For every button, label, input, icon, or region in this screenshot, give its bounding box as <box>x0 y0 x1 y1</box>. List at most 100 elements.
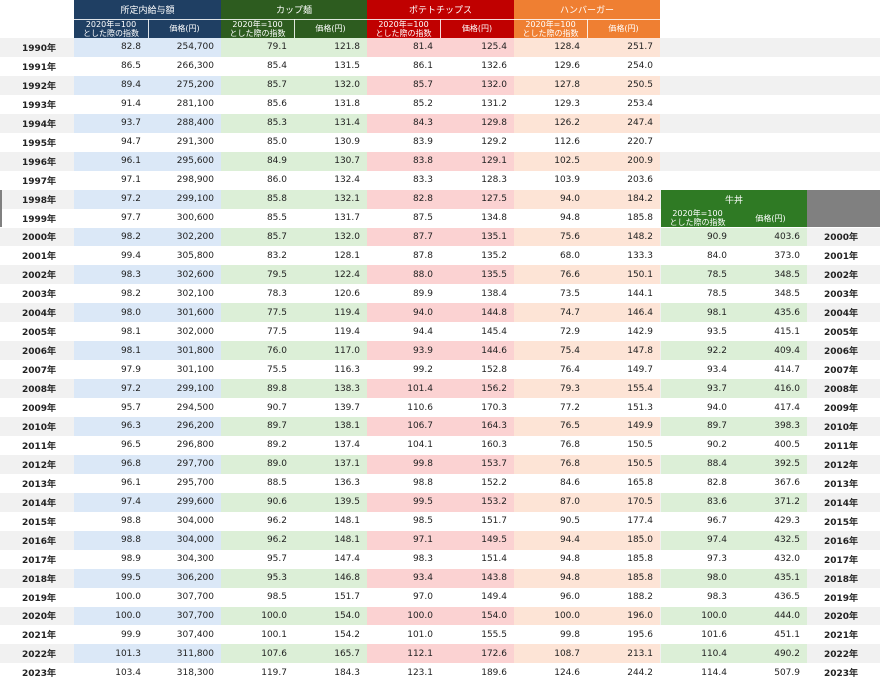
year-label: 2000年 <box>22 233 57 244</box>
salary-index-cell: 98.2 <box>120 288 141 299</box>
chips-index-cell: 85.7 <box>367 75 440 95</box>
gyudon-price-cell: 414.7 <box>774 364 800 375</box>
cup-index-cell: 79.1 <box>221 38 294 57</box>
burger-index-cell: 68.0 <box>559 250 580 261</box>
gyudon-index-cell: 93.5 <box>706 326 727 337</box>
burger-price-cell: 200.9 <box>587 151 660 171</box>
cup-index-cell: 85.0 <box>266 137 287 148</box>
gyudon-price-cell: 507.9 <box>774 667 800 678</box>
chips-price-cell: 129.8 <box>440 113 514 133</box>
chips-index-cell: 85.2 <box>412 99 433 110</box>
gyudon-price-cell: 435.6 <box>734 303 807 323</box>
burger-index-cell: 100.0 <box>514 606 587 626</box>
header-divider <box>221 19 367 20</box>
year-label: 1997年 <box>22 176 57 187</box>
salary-index-cell: 98.0 <box>74 303 148 323</box>
cup-price-cell: 119.4 <box>334 326 360 337</box>
table-row <box>0 587 880 607</box>
year-label: 1996年 <box>22 157 57 168</box>
salary-index-cell: 96.3 <box>74 417 148 436</box>
burger-price-cell: 196.0 <box>587 606 660 626</box>
chips-price-cell: 135.5 <box>440 265 514 285</box>
gyudon-index-cell: 92.2 <box>661 341 734 361</box>
salary-index-cell: 98.1 <box>74 341 148 361</box>
gyudon-price-cell: 398.3 <box>734 417 807 436</box>
burger-index-cell: 76.4 <box>559 364 580 375</box>
salary-index-cell: 94.7 <box>120 137 141 148</box>
table-row <box>0 94 880 114</box>
cup-index-cell: 89.8 <box>221 379 294 399</box>
chips-index-cell: 94.4 <box>412 326 433 337</box>
salary-index-cell: 98.1 <box>120 326 141 337</box>
header-filler <box>807 189 880 228</box>
salary-price-cell: 302,200 <box>148 227 221 247</box>
gyudon-price-cell: 373.0 <box>774 250 800 261</box>
cup-price-cell: 184.3 <box>334 667 360 678</box>
gyudon-index-cell: 100.0 <box>661 606 734 626</box>
salary-price-cell: 299,100 <box>148 189 221 209</box>
salary-index-cell: 95.7 <box>120 402 141 413</box>
salary-price-cell: 281,100 <box>176 99 214 110</box>
salary-index-cell: 98.8 <box>74 530 148 550</box>
cup-price-cell: 128.1 <box>334 250 360 261</box>
chips-price-cell: 129.2 <box>481 137 507 148</box>
chips-price-cell: 135.1 <box>440 227 514 247</box>
burger-index-cell: 103.9 <box>554 175 580 186</box>
gyudon-price-cell: 400.5 <box>774 440 800 451</box>
year-label: 2010年 <box>22 422 57 433</box>
cup-index-cell: 89.0 <box>221 454 294 474</box>
year-label: 2018年 <box>22 574 57 585</box>
salary-price-cell: 300,600 <box>176 213 214 224</box>
year-label-right: 2000年 <box>823 233 858 244</box>
salary-price-cell: 306,200 <box>148 568 221 588</box>
year-label-right: 2002年 <box>823 271 858 282</box>
salary-price-cell: 302,100 <box>176 288 214 299</box>
chips-index-cell: 83.9 <box>412 137 433 148</box>
year-label: 2021年 <box>22 631 57 642</box>
cup-price-cell: 131.4 <box>294 113 367 133</box>
year-label-right: 2007年 <box>823 366 858 377</box>
year-label: 2023年 <box>22 669 57 680</box>
salary-index-cell: 99.5 <box>74 568 148 588</box>
chips-price-cell: 151.7 <box>481 516 507 527</box>
chips-index-cell: 97.0 <box>412 592 433 603</box>
salary-index-cell: 82.8 <box>74 38 148 57</box>
chips-index-cell: 82.8 <box>367 189 440 209</box>
burger-price-cell: 250.5 <box>587 75 660 95</box>
cup-price-cell: 148.1 <box>334 516 360 527</box>
header-divider <box>440 19 441 38</box>
gyudon-price-cell: 348.5 <box>774 288 800 299</box>
burger-index-cell: 76.6 <box>514 265 587 285</box>
burger-price-cell: 148.2 <box>587 227 660 247</box>
gyudon-price-cell: 444.0 <box>734 606 807 626</box>
year-label: 2013年 <box>22 479 57 490</box>
chips-price-cell: 134.8 <box>481 213 507 224</box>
cup-price-cell: 119.4 <box>294 303 367 323</box>
salary-price-cell: 299,600 <box>148 492 221 512</box>
cup-index-cell: 100.1 <box>261 629 287 640</box>
burger-price-cell: 188.2 <box>627 592 653 603</box>
chips-index-cell: 84.3 <box>367 113 440 133</box>
table-row <box>0 246 880 266</box>
salary-price-cell: 305,800 <box>176 250 214 261</box>
year-label-right: 2023年 <box>823 669 858 680</box>
chips-index-cell: 99.5 <box>367 492 440 512</box>
chips-index-cell: 99.8 <box>367 454 440 474</box>
salary-price-cell: 297,700 <box>148 454 221 474</box>
salary-price-cell: 302,000 <box>176 326 214 337</box>
burger-index-cell: 128.4 <box>514 38 587 57</box>
gyudon-index-cell: 93.4 <box>706 364 727 375</box>
chips-index-cell: 83.3 <box>412 175 433 186</box>
salary-price-cell: 304,300 <box>176 554 214 565</box>
burger-price-cell: 170.5 <box>587 492 660 512</box>
year-label: 2015年 <box>22 517 57 528</box>
salary-index-cell: 91.4 <box>120 99 141 110</box>
salary-index-cell: 97.9 <box>120 364 141 375</box>
gyudon-price-cell: 432.0 <box>774 554 800 565</box>
chips-price-cell: 153.2 <box>440 492 514 512</box>
table-row <box>0 322 880 342</box>
burger-index-cell: 76.5 <box>514 417 587 436</box>
salary-price-cell: 307,400 <box>176 629 214 640</box>
year-label-right: 2001年 <box>823 252 858 263</box>
salary-price-cell: 301,800 <box>148 341 221 361</box>
